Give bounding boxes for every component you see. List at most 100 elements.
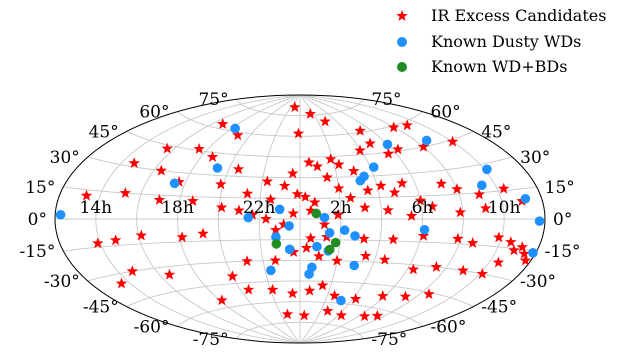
ir-excess-star bbox=[173, 176, 185, 187]
ir-excess-star bbox=[291, 188, 304, 200]
ir-excess-star bbox=[479, 202, 492, 214]
ir-excess-star bbox=[328, 289, 341, 301]
ir-excess-star bbox=[354, 144, 366, 156]
dusty-wd-point bbox=[266, 265, 276, 276]
dec-tick-label-left: 0° bbox=[28, 210, 47, 230]
ir-excess-star bbox=[382, 204, 394, 216]
ir-excess-star bbox=[215, 201, 228, 213]
dec-tick-label-right: 45° bbox=[481, 122, 511, 142]
sky-boundary bbox=[54, 94, 546, 344]
ir-excess-star bbox=[371, 309, 384, 321]
ir-excess-star bbox=[163, 268, 176, 280]
dec-tick-label-right: 15° bbox=[545, 178, 575, 198]
dusty-wd-point bbox=[284, 221, 294, 231]
dusty-wd-point bbox=[274, 204, 285, 215]
ir-excess-star bbox=[457, 264, 469, 276]
dusty-wd-point bbox=[520, 193, 531, 204]
ir-excess-star bbox=[319, 115, 331, 127]
dec-tick-label-right: -30° bbox=[520, 272, 556, 292]
ir-excess-star bbox=[335, 309, 348, 321]
dusty-wd-point bbox=[169, 178, 180, 189]
ir-excess-star bbox=[505, 236, 517, 247]
legend-wd-bd-dot bbox=[397, 62, 407, 72]
ir-excess-star bbox=[269, 254, 282, 266]
ir-excess-star bbox=[241, 187, 254, 199]
ra-tick-label: 22h bbox=[243, 198, 276, 218]
ir-excess-star bbox=[153, 193, 166, 205]
dec-tick-label-left: -60° bbox=[134, 317, 170, 337]
ir-excess-star bbox=[304, 232, 317, 244]
ir-excess-star bbox=[331, 254, 343, 266]
ir-excess-star bbox=[454, 206, 467, 218]
dusty-wd-point bbox=[243, 212, 254, 223]
ir-excess-star bbox=[292, 127, 305, 139]
dusty-wd-point bbox=[284, 244, 295, 255]
dusty-wd-point bbox=[359, 171, 369, 182]
dec-tick-label-right: -75° bbox=[371, 330, 407, 350]
ir-excess-star bbox=[435, 177, 447, 189]
ir-excess-star bbox=[126, 265, 139, 277]
parallel-line bbox=[87, 156, 513, 179]
parallel-line bbox=[63, 239, 537, 252]
dec-tick-label-left: -75° bbox=[193, 330, 229, 350]
legend-star-marker bbox=[396, 10, 408, 21]
legend-dusty-wd-dot bbox=[397, 37, 407, 47]
dusty-wd-point bbox=[368, 162, 379, 172]
ra-tick-label: 18h bbox=[161, 198, 194, 218]
dusty-wd-point bbox=[324, 228, 335, 238]
ir-excess-star bbox=[516, 241, 528, 253]
dec-tick-label-right: -15° bbox=[545, 242, 581, 262]
ir-excess-star bbox=[498, 182, 510, 194]
ir-excess-star bbox=[161, 142, 173, 154]
ir-excess-star bbox=[451, 183, 463, 195]
ir-excess-star bbox=[321, 171, 333, 183]
ir-excess-star bbox=[316, 279, 329, 291]
ir-excess-star bbox=[324, 153, 337, 165]
ir-excess-star bbox=[92, 237, 104, 249]
ir-excess-star bbox=[300, 241, 313, 253]
ir-excess-star bbox=[299, 190, 312, 202]
ir-excess-star bbox=[452, 232, 464, 244]
ir-excess-star bbox=[261, 175, 273, 187]
ir-excess-star bbox=[358, 310, 371, 322]
ir-excess-star bbox=[417, 229, 430, 241]
wd-bd-point bbox=[271, 239, 282, 249]
ir-excess-star bbox=[226, 270, 239, 282]
dusty-wd-point bbox=[339, 225, 350, 235]
ir-excess-star bbox=[242, 283, 255, 295]
ir-excess-star bbox=[193, 142, 205, 154]
ir-excess-star bbox=[109, 234, 122, 246]
ir-excess-star bbox=[115, 277, 128, 289]
ir-excess-star bbox=[423, 288, 435, 300]
ir-excess-star bbox=[309, 196, 321, 208]
ra-tick-label: 10h bbox=[488, 198, 521, 218]
tick-labels: 14h 18h 22h 2h 6h 10h -75° -60° -45° -30… bbox=[19, 90, 580, 350]
dec-tick-label-left: 15° bbox=[25, 178, 55, 198]
dusty-wd-point bbox=[230, 123, 240, 134]
ir-excess-star bbox=[396, 177, 408, 189]
wd-bd-point bbox=[330, 237, 341, 248]
legend-star-shape bbox=[396, 10, 408, 21]
dusty-wd-point bbox=[350, 231, 360, 241]
ir-excess-star bbox=[232, 163, 245, 175]
ir-excess-star bbox=[303, 156, 315, 168]
ir-excess-star bbox=[318, 218, 331, 230]
dec-tick-label-left: 75° bbox=[198, 90, 228, 110]
legend: IR Excess Candidates Known Dusty WDs Kno… bbox=[396, 6, 606, 76]
wd-bd-point bbox=[324, 244, 335, 255]
ir-excess-star bbox=[232, 129, 244, 141]
dusty-wd-point bbox=[55, 209, 66, 220]
ir-excess-star bbox=[246, 208, 259, 220]
ir-excess-star bbox=[321, 304, 334, 316]
dusty-wd-point bbox=[312, 241, 322, 252]
ir-excess-star bbox=[426, 200, 439, 212]
ir-excess-star bbox=[215, 178, 227, 190]
ir-excess-star bbox=[289, 101, 301, 113]
dusty-wd-point bbox=[477, 180, 487, 191]
dusty-wd-point bbox=[307, 262, 317, 273]
ir-excess-star bbox=[360, 250, 372, 261]
ir-excess-star bbox=[508, 244, 520, 256]
ir-excess-star bbox=[375, 179, 387, 191]
ir-excess-star bbox=[362, 184, 374, 196]
